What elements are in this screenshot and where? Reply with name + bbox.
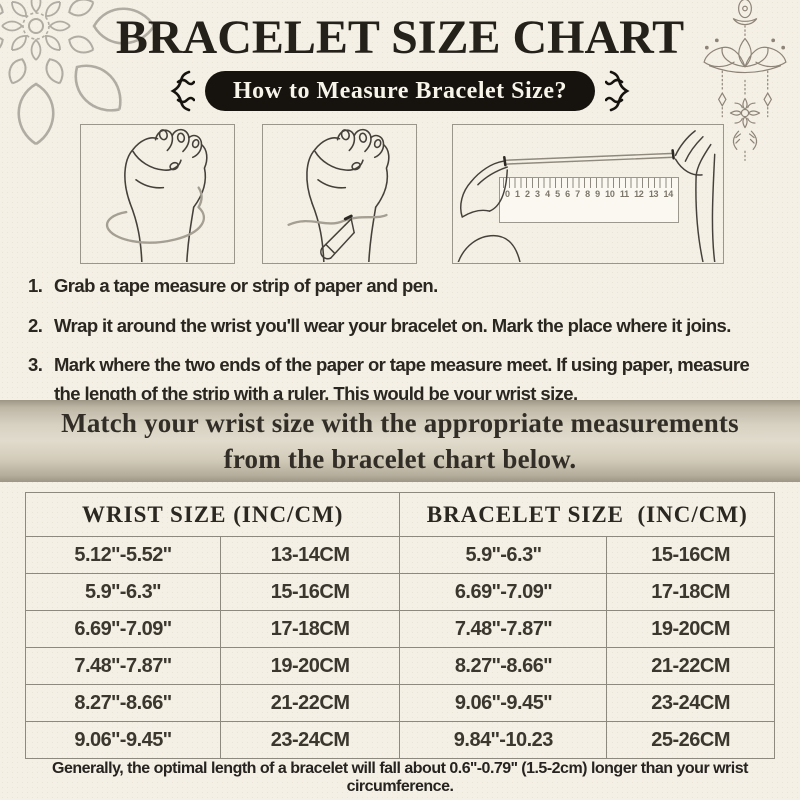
squiggle-left-icon [170, 70, 196, 112]
table-cell: 7.48''-7.87'' [399, 610, 608, 648]
squiggle-right-icon [604, 70, 630, 112]
ruler-number: 14 [663, 189, 674, 199]
instruction-number: 1. [28, 275, 43, 296]
page-title: BRACELET SIZE CHART [115, 11, 685, 64]
table-cell: 9.06''-9.45'' [25, 721, 221, 759]
instruction-number: 3. [28, 354, 43, 376]
table-row: 7.48''-7.87'' 19-20CM 8.27''-8.66'' 21-22CM [25, 647, 775, 685]
ruler-number: 6 [565, 189, 570, 199]
ruler-ticks [503, 178, 675, 188]
table-cell: 17-18CM [219, 610, 401, 648]
ruler-number: 5 [555, 189, 560, 199]
size-table-body: 5.12''-5.52'' 13-14CM 5.9''-6.3'' 15-16CM 5.… [25, 536, 775, 759]
table-cell: 23-24CM [219, 721, 401, 759]
match-size-banner: Match your wrist size with the appropria… [0, 400, 800, 482]
how-to-measure-button[interactable]: How to Measure Bracelet Size? [205, 71, 595, 111]
ruler-number: 4 [545, 189, 550, 199]
size-table-header: WRIST SIZE (INC/CM) [24, 492, 401, 537]
table-cell: 21-22CM [219, 684, 401, 722]
banner-text: Match your wrist size with the appropria… [61, 407, 739, 474]
table-cell: 6.69''-7.09'' [399, 573, 608, 611]
table-cell: 17-18CM [606, 573, 775, 611]
table-cell: 8.27''-8.66'' [399, 647, 608, 685]
table-cell: 5.12''-5.52'' [25, 536, 221, 574]
hands-ruler-drawing-icon [457, 130, 716, 262]
table-cell: 9.06''-9.45'' [399, 684, 608, 722]
instruction-item: 2. Wrap it around the wrist you'll wear y… [28, 312, 776, 341]
table-cell: 5.9''-6.3'' [25, 573, 221, 611]
ruler-number: 12 [634, 189, 644, 199]
ruler-number: 3 [535, 189, 540, 199]
instruction-text: Grab a tape measure or strip of paper an… [54, 275, 438, 296]
ruler-number: 10 [605, 189, 615, 199]
how-to-header: How to Measure Bracelet Size? [0, 70, 800, 112]
ruler-number: 7 [575, 189, 580, 199]
table-row: 8.27''-8.66'' 21-22CM 9.06''-9.45'' 23-24CM [25, 684, 775, 722]
instruction-text: Wrap it around the wrist you'll wear you… [54, 314, 731, 336]
instruction-text: Mark where the two ends of the paper or … [54, 354, 750, 405]
instruction-number: 2. [28, 314, 43, 336]
instruction-item: 3. Mark where the two ends of the paper o… [28, 351, 776, 408]
size-table-header: BRACELET SIZE (INC/CM) [399, 492, 775, 537]
ruler-number: 2 [525, 189, 530, 199]
table-row: 6.69''-7.09'' 17-18CM 7.48''-7.87'' 19-20CM [25, 610, 775, 648]
table-cell: 25-26CM [606, 721, 775, 759]
ruler-number: 11 [619, 189, 629, 199]
ruler-number: 8 [585, 189, 590, 199]
table-cell: 15-16CM [219, 573, 401, 611]
table-cell: 7.48''-7.87'' [25, 647, 221, 685]
instruction-item: 1. Grab a tape measure or strip of paper … [28, 272, 776, 301]
table-cell: 13-14CM [219, 536, 401, 574]
table-cell: 8.27''-8.66'' [25, 684, 221, 722]
size-table-header-row: WRIST SIZE (INC/CM) BRACELET SIZE (INC/CM… [24, 492, 775, 537]
step3-ruler-measure-illustration: 0 1 2 3 4 5 6 7 8 9 10 11 12 13 14 [452, 124, 724, 264]
step1-wrap-tape-illustration [80, 124, 235, 264]
instructions-list: 1. Grab a tape measure or strip of paper … [28, 272, 776, 420]
fist-tape-drawing-icon [105, 128, 208, 262]
fist-pen-drawing-icon [287, 128, 390, 262]
table-cell: 23-24CM [606, 684, 775, 722]
size-table: WRIST SIZE (INC/CM) BRACELET SIZE (INC/CM… [24, 492, 775, 759]
table-cell: 21-22CM [606, 647, 775, 685]
table-row: 5.9''-6.3'' 15-16CM 6.69''-7.09'' 17-18CM [25, 573, 775, 611]
table-cell: 6.69''-7.09'' [25, 610, 221, 648]
table-row: 9.06''-9.45'' 23-24CM 9.84''-10.23 25-26CM [25, 721, 775, 759]
table-cell: 15-16CM [606, 536, 775, 574]
table-row: 5.12''-5.52'' 13-14CM 5.9''-6.3'' 15-16CM [25, 536, 775, 574]
ruler-number: 9 [595, 189, 600, 199]
ruler-numbers: 0 1 2 3 4 5 6 7 8 9 10 11 12 13 14 [500, 189, 678, 199]
ruler-number: 13 [648, 189, 659, 199]
ruler-number: 1 [515, 189, 520, 199]
footer-note: Generally, the optimal length of a brace… [52, 760, 748, 795]
table-cell: 19-20CM [606, 610, 775, 648]
ruler: 0 1 2 3 4 5 6 7 8 9 10 11 12 13 14 [499, 177, 679, 223]
table-cell: 9.84''-10.23 [399, 721, 608, 759]
ruler-number: 0 [505, 189, 510, 199]
table-cell: 5.9''-6.3'' [399, 536, 608, 574]
table-cell: 19-20CM [219, 647, 401, 685]
step2-mark-pen-illustration [262, 124, 417, 264]
